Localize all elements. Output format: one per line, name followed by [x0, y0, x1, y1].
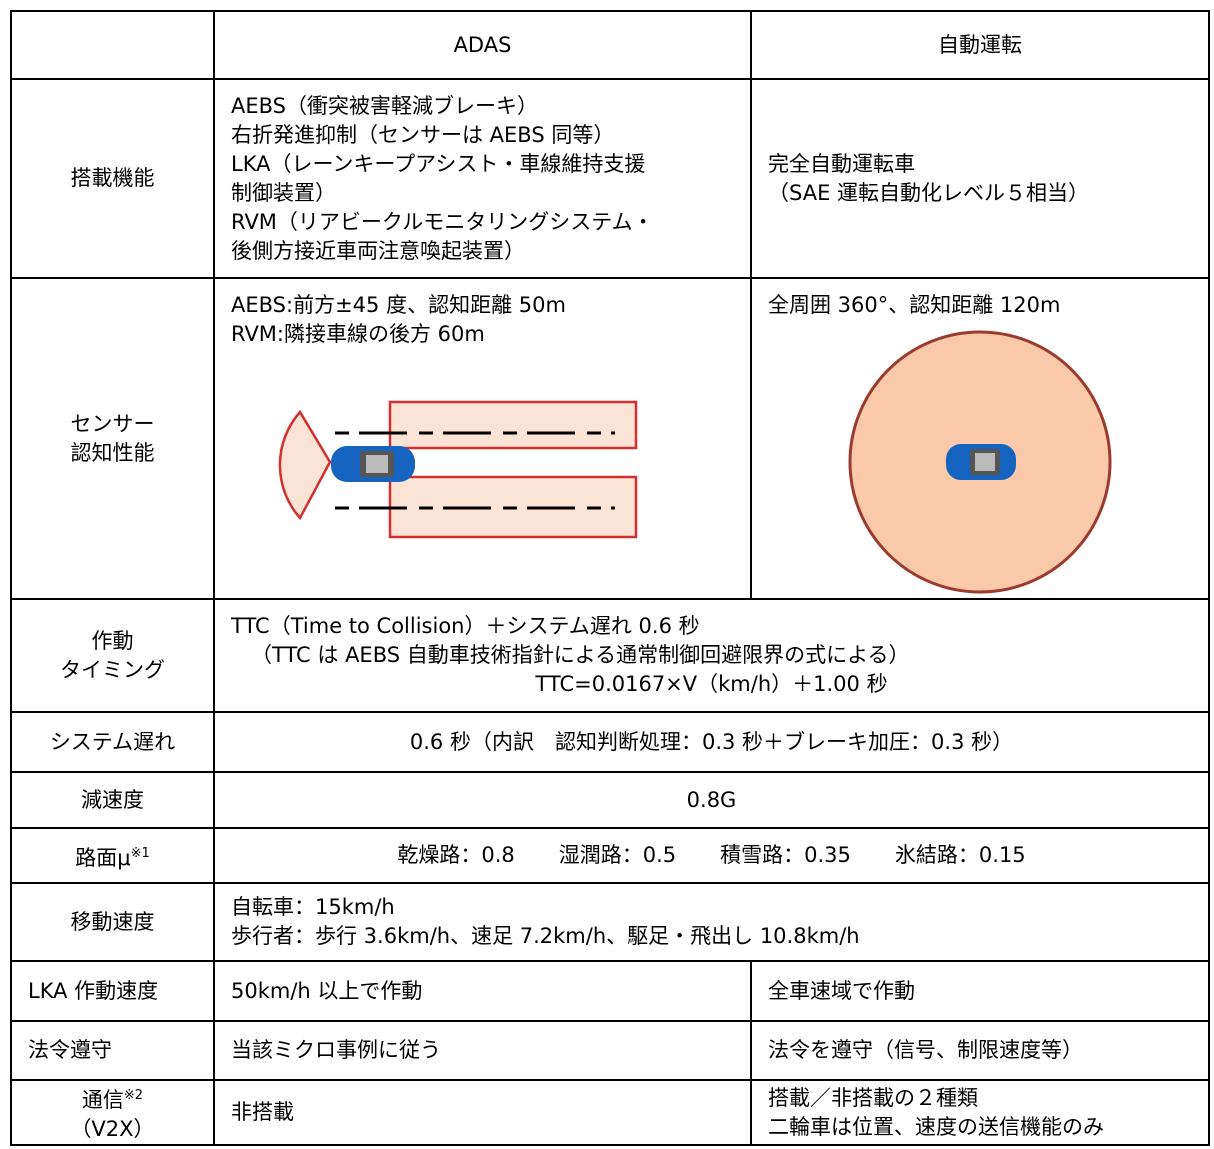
- row-label: 移動速度: [10, 882, 215, 962]
- cell-text: 全周囲 360°、認知距離 120m: [768, 293, 1061, 317]
- cell: 法令を遵守（信号、制限速度等）: [750, 1020, 1210, 1081]
- cell-text: 搭載機能: [70, 166, 155, 190]
- cell-text: 搭載／非搭載の２種類: [768, 1085, 978, 1110]
- header: 自動運転: [750, 10, 1210, 80]
- row-label: 搭載機能: [10, 78, 215, 279]
- cell-text: システム遅れ: [49, 729, 176, 754]
- note: ※1: [130, 845, 150, 861]
- cell: TTC（Time to Collision）＋システム遅れ 0.6 秒 （TTC …: [213, 598, 1210, 713]
- cell: 自転車：15km/h 歩行者：歩行 3.6km/h、速足 7.2km/h、駆足・飛…: [213, 882, 1210, 962]
- cell-text: 移動速度: [70, 909, 155, 934]
- cell-text: 氷結路：0.15: [894, 843, 1026, 867]
- row-label: 通信※2 （V2X）: [10, 1079, 215, 1146]
- cell: 50km/h 以上で作動: [213, 960, 752, 1022]
- cell-text: 制御装置）: [231, 180, 336, 205]
- cell: 0.6 秒（内訳 認知判断処理：0.3 秒＋ブレーキ加圧：0.3 秒）: [213, 711, 1210, 773]
- cell-text: 通信※2: [81, 1088, 144, 1112]
- cell-text: RVM（リアビークルモニタリングシステム・: [231, 209, 654, 234]
- cell-text: 右折発進抑制（センサーは AEBS 同等）: [231, 122, 615, 147]
- cell-text: 法令を遵守（信号、制限速度等）: [768, 1038, 1083, 1062]
- cell-text: TTC=0.0167×V（km/h）＋1.00 秒: [535, 672, 888, 696]
- cell-text: （V2X）: [70, 1117, 155, 1141]
- row-label: センサー 認知性能: [10, 277, 215, 600]
- cell-text: AEBS（衝突被害軽減ブレーキ）: [231, 93, 539, 118]
- cell-text: LKA（レーンキープアシスト・車線維持支援: [231, 151, 646, 176]
- cell: 搭載／非搭載の２種類二輪車は位置、速度の送信機能のみ: [750, 1079, 1210, 1146]
- requirements-table: ADAS 自動運転 搭載機能 AEBS（衝突被害軽減ブレーキ） 右折発進抑制（センサー…: [10, 10, 1210, 1146]
- header: ADAS: [213, 10, 752, 80]
- cell-text: 完全自動運転車: [768, 151, 915, 176]
- cell-text: 路面μ※1: [75, 845, 150, 870]
- note: ※2: [123, 1088, 144, 1103]
- cell-text: 自転車：15km/h: [231, 895, 395, 919]
- cell-text: 作動: [91, 628, 134, 653]
- cell-text: 0.6 秒（内訳 認知判断処理：0.3 秒＋ブレーキ加圧：0.3 秒）: [409, 729, 1014, 754]
- cell: 全周囲 360°、認知距離 120m: [750, 277, 1210, 600]
- cell-text: 減速度: [81, 787, 144, 812]
- cell: AEBS（衝突被害軽減ブレーキ） 右折発進抑制（センサーは AEBS 同等） LKA…: [213, 78, 752, 279]
- row-label: 法令遵守: [10, 1020, 215, 1081]
- cell-text: 非搭載: [231, 1100, 294, 1124]
- cell-text: 50km/h 以上で作動: [231, 978, 423, 1003]
- cell-text: 乾燥路：0.8: [397, 843, 515, 867]
- row-label: 作動 タイミング: [10, 598, 215, 713]
- cell: 完全自動運転車 （SAE 運転自動化レベル５相当）: [750, 78, 1210, 279]
- cell-text: TTC（Time to Collision）＋システム遅れ 0.6 秒: [231, 614, 700, 638]
- cell-text: 全車速域で作動: [768, 978, 915, 1003]
- cell-text: 湿潤路：0.5: [558, 843, 677, 867]
- cell-text: 認知性能: [70, 440, 155, 465]
- cell-text: RVM:隣接車線の後方 60m: [231, 322, 485, 346]
- cell-text: （TTC は AEBS 自動車技術指針による通常制御回避限界の式による）: [251, 643, 910, 667]
- row-label: システム遅れ: [10, 711, 215, 773]
- cell-text: 0.8G: [686, 787, 737, 812]
- cell-text: LKA 作動速度: [28, 978, 159, 1003]
- cell: 全車速域で作動: [750, 960, 1210, 1022]
- cell: 乾燥路：0.8 湿潤路：0.5 積雪路：0.35 氷結路：0.15: [213, 827, 1210, 884]
- cell: 0.8G: [213, 771, 1210, 829]
- cell-text: 積雪路：0.35: [720, 843, 851, 867]
- cell-text: センサー: [70, 411, 155, 436]
- cell-text: AEBS:前方±45 度、認知距離 50m: [231, 293, 566, 317]
- cell: 非搭載: [213, 1079, 752, 1146]
- cell-text: （SAE 運転自動化レベル５相当）: [768, 180, 1090, 205]
- cell-text: 後側方接近車両注意喚起装置）: [231, 238, 525, 263]
- row-label: 路面μ※1: [10, 827, 215, 884]
- cell-text: 法令遵守: [28, 1038, 112, 1062]
- cell: 当該ミクロ事例に従う: [213, 1020, 752, 1081]
- cell: AEBS:前方±45 度、認知距離 50m RVM:隣接車線の後方 60m: [213, 277, 752, 600]
- row-label: 減速度: [10, 771, 215, 829]
- cell-text: タイミング: [60, 657, 165, 682]
- cell-text: 当該ミクロ事例に従う: [231, 1038, 441, 1062]
- row-label: LKA 作動速度: [10, 960, 215, 1022]
- cell-text: 二輪車は位置、速度の送信機能のみ: [768, 1114, 1104, 1139]
- cell-text: 歩行者：歩行 3.6km/h、速足 7.2km/h、駆足・飛出し 10.8km/…: [231, 924, 860, 948]
